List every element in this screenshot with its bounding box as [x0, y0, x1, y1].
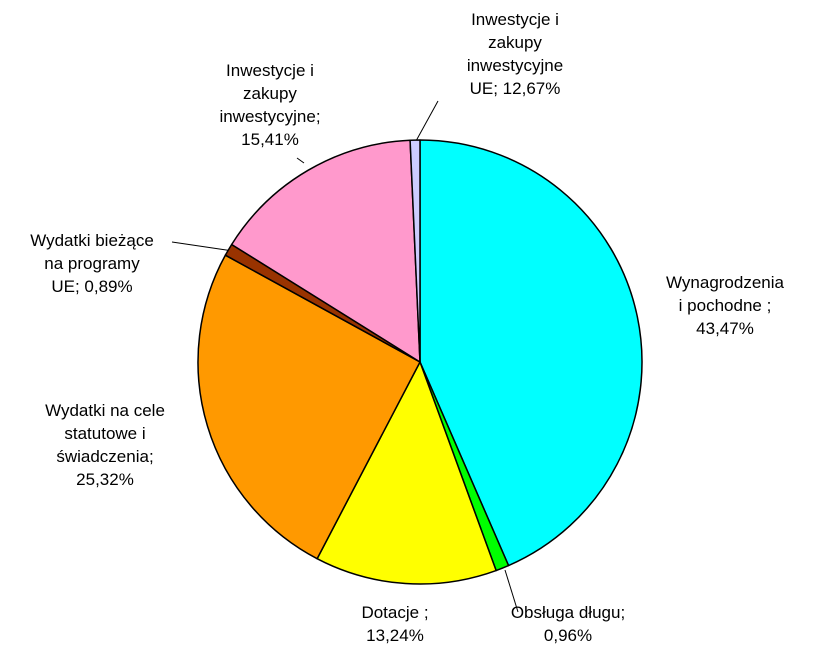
pie-slice: [316, 361, 497, 585]
slice-label: Dotacje ; 13,24%: [361, 603, 429, 645]
pie-slice: [197, 254, 421, 560]
slice-label: Inwestycje i zakupy inwestycyjne; 15,41%: [219, 61, 321, 149]
slice-label: Wynagrodzenia i pochodne ; 43,47%: [666, 273, 784, 338]
leader-line: [504, 569, 519, 613]
pie-slice: [409, 139, 421, 363]
leader-line: [415, 100, 439, 142]
slice-label: Wydatki bieżące na programy UE; 0,89%: [30, 231, 154, 296]
pie-slice: [419, 139, 643, 567]
leader-line: [171, 241, 234, 252]
leader-line: [296, 157, 305, 164]
slice-label: Wydatki na cele statutowe i świadczenia;…: [45, 401, 165, 489]
slice-label: Inwestycje i zakupy inwestycyjne UE; 12,…: [466, 10, 564, 98]
slice-label: Obsługa długu; 0,96%: [510, 603, 626, 645]
pie-slice: [230, 139, 421, 363]
